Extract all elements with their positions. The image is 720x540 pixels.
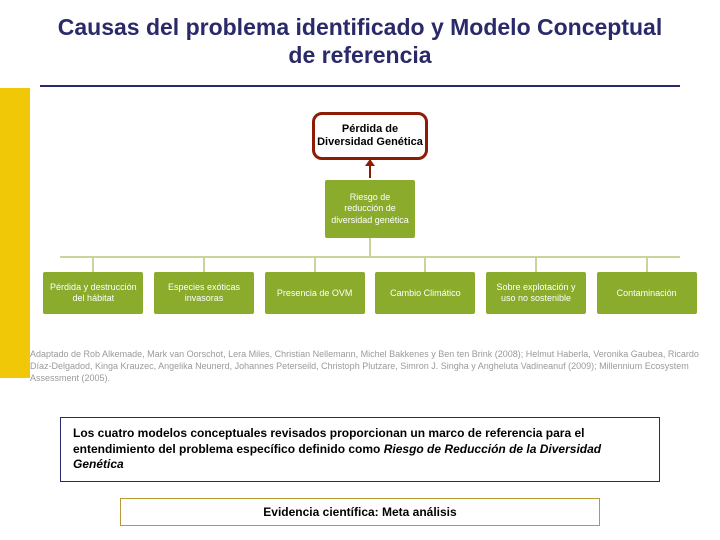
left-stripe-decoration — [0, 88, 30, 378]
leaf-node: Pérdida y destrucción del hábitat — [43, 272, 143, 314]
leaf-node: Sobre explotación y uso no sostenible — [486, 272, 586, 314]
leaf-col: Sobre explotación y uso no sostenible — [481, 256, 592, 314]
page-title: Causas del problema identificado y Model… — [0, 0, 720, 77]
connector-vertical — [369, 238, 371, 256]
leaf-row: Pérdida y destrucción del hábitat Especi… — [30, 256, 710, 314]
connector-stem — [203, 256, 205, 272]
leaf-col: Especies exóticas invasoras — [149, 256, 260, 314]
summary-box: Los cuatro modelos conceptuales revisado… — [60, 417, 660, 482]
leaf-node: Presencia de OVM — [265, 272, 365, 314]
root-node: Pérdida de Diversidad Genética — [312, 112, 428, 160]
connector-stem — [314, 256, 316, 272]
leaf-col: Presencia de OVM — [259, 256, 370, 314]
leaf-col: Cambio Climático — [370, 256, 481, 314]
leaf-node: Especies exóticas invasoras — [154, 272, 254, 314]
citation-text: Adaptado de Rob Alkemade, Mark van Oorsc… — [30, 348, 700, 384]
evidence-box: Evidencia científica: Meta análisis — [120, 498, 600, 526]
leaf-node: Cambio Climático — [375, 272, 475, 314]
conceptual-diagram: Pérdida de Diversidad Genética Riesgo de… — [30, 112, 710, 342]
mid-node: Riesgo de reducción de diversidad genéti… — [325, 180, 415, 238]
leaf-col: Contaminación — [591, 256, 702, 314]
connector-stem — [646, 256, 648, 272]
connector-stem — [424, 256, 426, 272]
connector-stem — [92, 256, 94, 272]
leaf-col: Pérdida y destrucción del hábitat — [38, 256, 149, 314]
leaf-node: Contaminación — [597, 272, 697, 314]
title-underline — [40, 85, 680, 87]
connector-stem — [535, 256, 537, 272]
arrow-up-icon — [369, 160, 371, 178]
